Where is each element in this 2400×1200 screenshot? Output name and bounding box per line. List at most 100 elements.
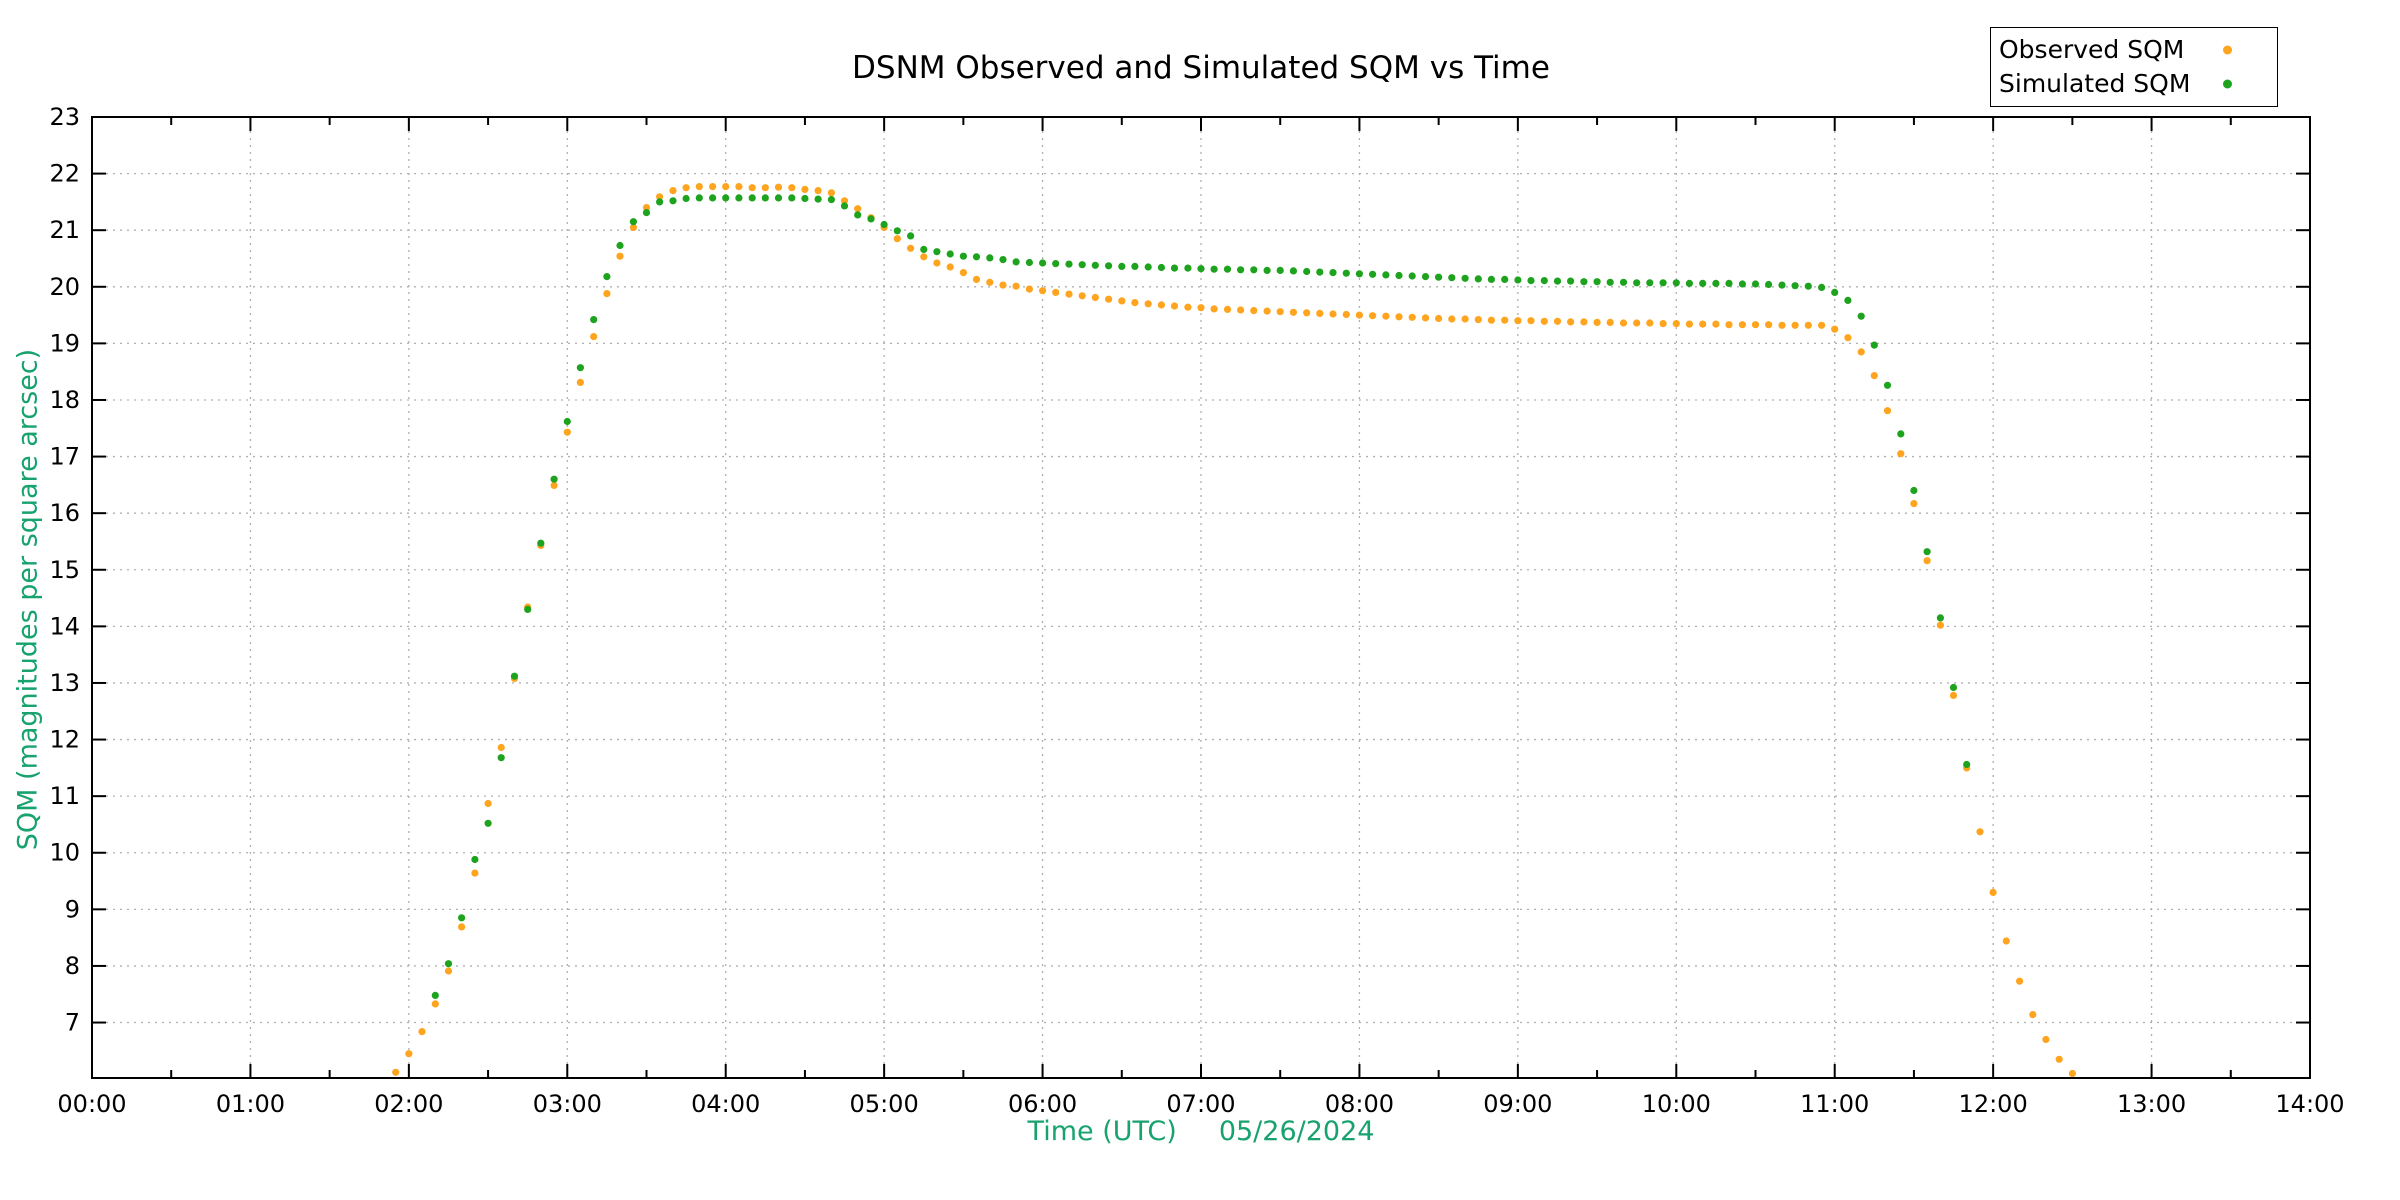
x-tick-label: 14:00: [2275, 1090, 2344, 1118]
data-point-simulated: [1303, 267, 1311, 276]
data-point-observed: [1118, 297, 1126, 305]
data-point-observed: [1039, 287, 1047, 295]
data-point-simulated: [695, 194, 703, 202]
data-point-observed: [1355, 311, 1363, 319]
data-point-observed: [1237, 306, 1245, 314]
data-point-observed: [986, 278, 994, 286]
data-point-simulated: [1712, 279, 1720, 287]
data-point-observed: [1276, 308, 1284, 316]
data-point-observed: [405, 1050, 413, 1058]
data-point-observed: [1250, 307, 1258, 315]
data-point-simulated: [484, 819, 492, 827]
x-axis-label: Time (UTC) 05/26/2024: [92, 1116, 2310, 1147]
data-point-observed: [1487, 316, 1495, 324]
data-point-observed: [1659, 320, 1667, 328]
data-point-observed: [1105, 295, 1113, 303]
data-point-simulated: [1857, 312, 1865, 320]
data-point-observed: [1421, 314, 1430, 322]
data-point-observed: [1131, 299, 1139, 307]
data-point-observed: [1170, 302, 1179, 310]
data-point-simulated: [893, 227, 901, 235]
data-point-simulated: [1421, 273, 1430, 281]
data-point-observed: [1712, 320, 1720, 328]
y-tick-label: 15: [49, 556, 80, 584]
data-point-observed: [1157, 301, 1165, 309]
data-point-observed: [801, 185, 809, 193]
data-point-observed: [669, 187, 677, 195]
data-point-simulated: [1897, 430, 1905, 438]
data-point-simulated: [1025, 258, 1033, 267]
data-point-simulated: [603, 273, 611, 281]
data-point-simulated: [1738, 280, 1746, 288]
data-point-observed: [1435, 314, 1443, 323]
data-point-observed: [431, 1000, 439, 1008]
data-point-simulated: [550, 475, 558, 483]
data-point-simulated: [1791, 282, 1799, 290]
data-point-observed: [1897, 450, 1905, 458]
data-point-observed: [827, 189, 836, 197]
y-tick-label: 8: [65, 952, 80, 980]
data-point-observed: [1474, 316, 1482, 324]
data-point-observed: [893, 235, 901, 243]
chart-title: DSNM Observed and Simulated SQM vs Time: [852, 50, 1550, 86]
data-point-observed: [1395, 313, 1403, 321]
data-point-simulated: [748, 194, 756, 202]
data-point-observed: [1791, 321, 1799, 329]
data-point-simulated: [920, 245, 928, 253]
data-point-observed: [1976, 828, 1984, 836]
data-point-simulated: [946, 250, 954, 258]
data-point-observed: [907, 244, 915, 252]
data-point-simulated: [669, 197, 677, 205]
data-point-simulated: [1369, 270, 1377, 278]
data-point-simulated: [656, 198, 664, 206]
data-point-simulated: [1052, 260, 1060, 268]
x-tick-label: 12:00: [1959, 1090, 2028, 1118]
data-point-simulated: [1699, 279, 1707, 287]
data-point-observed: [1949, 691, 1958, 700]
data-point-simulated: [1223, 265, 1232, 273]
y-tick-label: 12: [49, 726, 80, 754]
data-point-simulated: [1184, 264, 1192, 272]
data-point-observed: [695, 183, 703, 191]
data-point-observed: [1646, 319, 1654, 327]
data-point-observed: [959, 269, 968, 277]
data-point-observed: [444, 967, 453, 975]
data-point-simulated: [1474, 275, 1482, 283]
y-tick-label: 18: [49, 386, 80, 414]
data-point-simulated: [1725, 279, 1733, 287]
data-point-simulated: [1091, 261, 1099, 269]
data-point-simulated: [629, 218, 638, 226]
data-point-simulated: [563, 417, 571, 426]
data-point-observed: [1514, 317, 1522, 325]
data-point-observed: [1461, 315, 1469, 323]
data-point-observed: [1091, 293, 1099, 302]
data-point-observed: [1210, 305, 1218, 313]
data-point-simulated: [1237, 266, 1245, 274]
data-point-simulated: [1487, 275, 1495, 283]
data-point-observed: [1012, 282, 1020, 290]
data-point-simulated: [1527, 277, 1535, 285]
data-point-simulated: [867, 215, 875, 223]
data-point-observed: [1197, 304, 1205, 312]
data-point-observed: [1593, 318, 1601, 326]
data-point-simulated: [1355, 270, 1363, 278]
y-tick-label: 20: [49, 273, 80, 301]
data-point-simulated: [1448, 274, 1456, 282]
data-point-observed: [761, 184, 769, 192]
data-point-observed: [1857, 348, 1865, 356]
data-point-simulated: [1342, 269, 1350, 277]
data-point-simulated: [1870, 341, 1878, 349]
y-tick-label: 23: [49, 103, 80, 131]
data-point-observed: [1633, 319, 1641, 327]
data-point-simulated: [431, 991, 439, 1000]
data-point-observed: [550, 481, 558, 489]
data-point-observed: [576, 378, 585, 386]
data-point-simulated: [1818, 283, 1826, 291]
data-point-simulated: [590, 316, 598, 324]
data-point-simulated: [1659, 279, 1667, 287]
data-point-observed: [1831, 325, 1839, 333]
data-point-observed: [1342, 310, 1350, 319]
data-point-observed: [1527, 317, 1535, 325]
